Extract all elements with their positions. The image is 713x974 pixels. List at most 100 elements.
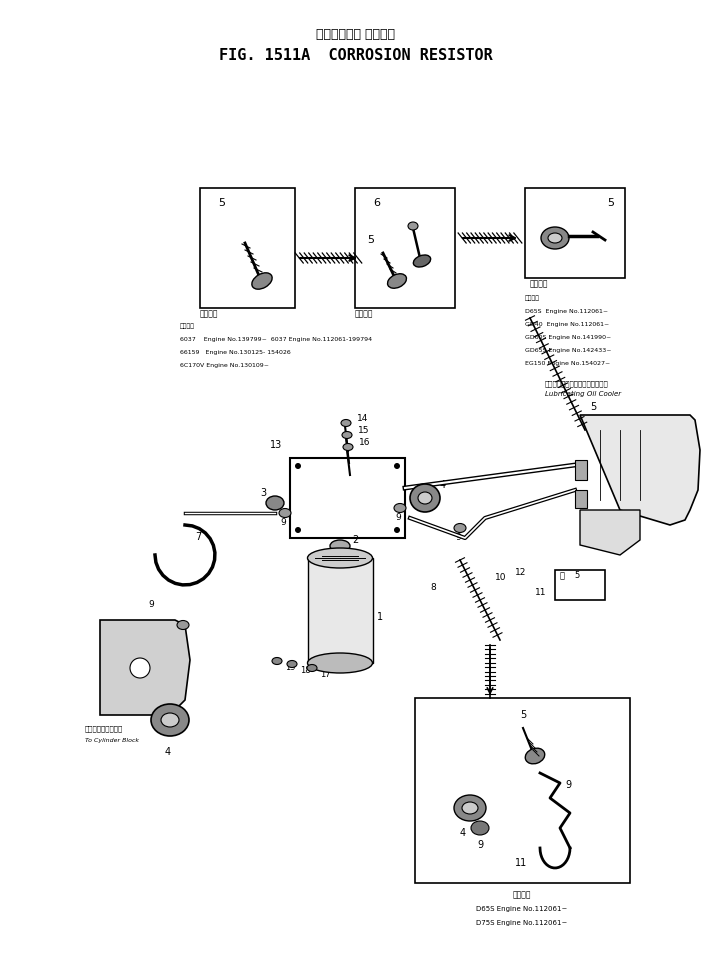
Ellipse shape bbox=[471, 821, 489, 835]
Text: 9: 9 bbox=[477, 840, 483, 850]
Text: 6037    Engine No.139799~  6037 Engine No.112061-199794: 6037 Engine No.139799~ 6037 Engine No.11… bbox=[180, 337, 372, 342]
Ellipse shape bbox=[177, 620, 189, 629]
Text: D65S Engine No.112061~: D65S Engine No.112061~ bbox=[476, 906, 568, 912]
Text: EG150 Engine No.154027~: EG150 Engine No.154027~ bbox=[525, 361, 610, 366]
Text: D75S Engine No.112061~: D75S Engine No.112061~ bbox=[476, 920, 568, 926]
Text: 5: 5 bbox=[520, 710, 526, 720]
Text: 9: 9 bbox=[565, 780, 571, 790]
Ellipse shape bbox=[454, 523, 466, 533]
Ellipse shape bbox=[525, 748, 545, 764]
Text: 4: 4 bbox=[440, 480, 446, 490]
Text: 9: 9 bbox=[395, 513, 401, 522]
Bar bbox=[555, 570, 605, 600]
Ellipse shape bbox=[272, 657, 282, 664]
Circle shape bbox=[295, 527, 301, 533]
Text: 15: 15 bbox=[358, 426, 369, 435]
Polygon shape bbox=[580, 415, 700, 525]
Ellipse shape bbox=[151, 704, 189, 736]
Ellipse shape bbox=[414, 255, 431, 267]
Ellipse shape bbox=[287, 660, 297, 667]
Bar bbox=[307, 558, 372, 663]
Text: 11: 11 bbox=[515, 858, 527, 868]
Text: 13: 13 bbox=[270, 440, 282, 450]
Text: 6C170V Engine No.130109~: 6C170V Engine No.130109~ bbox=[180, 363, 269, 368]
Text: 適用平号: 適用平号 bbox=[513, 890, 531, 899]
Text: 17: 17 bbox=[320, 670, 331, 679]
Circle shape bbox=[295, 463, 301, 469]
Circle shape bbox=[394, 463, 400, 469]
Ellipse shape bbox=[548, 233, 562, 243]
Bar bbox=[415, 698, 630, 883]
Ellipse shape bbox=[394, 504, 406, 512]
Text: 12: 12 bbox=[515, 568, 526, 577]
Text: GD65S Engine No.142433~: GD65S Engine No.142433~ bbox=[525, 348, 612, 353]
Bar bbox=[575, 460, 587, 480]
Text: 適用平号: 適用平号 bbox=[525, 295, 540, 301]
Text: 8: 8 bbox=[430, 583, 436, 592]
Text: 7: 7 bbox=[195, 532, 201, 542]
Ellipse shape bbox=[307, 653, 372, 673]
Polygon shape bbox=[580, 510, 640, 555]
Text: To Cylinder Block: To Cylinder Block bbox=[85, 738, 139, 743]
Text: 9: 9 bbox=[148, 600, 154, 609]
Text: 5: 5 bbox=[607, 198, 614, 208]
Text: GD40  Engine No.112061~: GD40 Engine No.112061~ bbox=[525, 322, 609, 327]
Text: 参: 参 bbox=[560, 571, 565, 580]
Ellipse shape bbox=[161, 713, 179, 727]
Text: 18: 18 bbox=[300, 666, 311, 675]
Ellipse shape bbox=[388, 274, 406, 288]
Text: 9: 9 bbox=[280, 518, 286, 527]
Text: 5: 5 bbox=[218, 198, 225, 208]
Ellipse shape bbox=[252, 273, 272, 289]
Text: 9: 9 bbox=[455, 533, 461, 542]
Ellipse shape bbox=[410, 484, 440, 512]
Text: 10: 10 bbox=[495, 573, 506, 582]
Ellipse shape bbox=[454, 795, 486, 821]
Ellipse shape bbox=[307, 548, 372, 568]
Text: 5: 5 bbox=[367, 235, 374, 245]
Text: 5: 5 bbox=[574, 571, 579, 580]
Ellipse shape bbox=[279, 508, 291, 517]
Text: 適用平号: 適用平号 bbox=[355, 309, 374, 318]
Text: 5: 5 bbox=[590, 402, 596, 412]
Ellipse shape bbox=[462, 802, 478, 814]
Text: 適用平号: 適用平号 bbox=[180, 323, 195, 329]
Text: 6: 6 bbox=[373, 198, 380, 208]
Text: コロージョン レジスタ: コロージョン レジスタ bbox=[317, 28, 396, 42]
Ellipse shape bbox=[343, 443, 353, 451]
Ellipse shape bbox=[342, 431, 352, 438]
Text: 4: 4 bbox=[460, 828, 466, 838]
Text: 適用平号: 適用平号 bbox=[530, 279, 548, 288]
Text: 11: 11 bbox=[535, 588, 546, 597]
Circle shape bbox=[130, 658, 150, 678]
Text: Lubricating Oil Cooler: Lubricating Oil Cooler bbox=[545, 391, 621, 397]
Ellipse shape bbox=[266, 496, 284, 510]
Ellipse shape bbox=[418, 492, 432, 504]
Polygon shape bbox=[100, 620, 190, 715]
Bar bbox=[575, 490, 587, 508]
Ellipse shape bbox=[307, 664, 317, 671]
Ellipse shape bbox=[341, 420, 351, 427]
Text: D65S  Engine No.112061~: D65S Engine No.112061~ bbox=[525, 309, 608, 314]
Ellipse shape bbox=[408, 222, 418, 230]
Bar bbox=[200, 188, 295, 308]
Text: 19: 19 bbox=[285, 663, 295, 672]
Bar bbox=[355, 188, 455, 308]
Text: シリンダブロックへ: シリンダブロックへ bbox=[85, 725, 123, 731]
Text: GD60S Engine No.141990~: GD60S Engine No.141990~ bbox=[525, 335, 611, 340]
Text: 適用平号: 適用平号 bbox=[200, 309, 218, 318]
Circle shape bbox=[394, 527, 400, 533]
Text: 66159   Engine No.130125- 154026: 66159 Engine No.130125- 154026 bbox=[180, 350, 291, 355]
Text: 4: 4 bbox=[165, 747, 171, 757]
Bar bbox=[525, 188, 625, 278]
Bar bbox=[290, 458, 405, 538]
Text: 3: 3 bbox=[260, 488, 266, 498]
Ellipse shape bbox=[330, 540, 350, 552]
Text: ルブリケーティングオイルクーラ: ルブリケーティングオイルクーラ bbox=[545, 380, 609, 387]
Ellipse shape bbox=[541, 227, 569, 249]
Text: FIG. 1511A  CORROSION RESISTOR: FIG. 1511A CORROSION RESISTOR bbox=[219, 48, 493, 62]
Text: 14: 14 bbox=[357, 414, 369, 423]
Text: 16: 16 bbox=[359, 438, 371, 447]
Text: 1: 1 bbox=[377, 612, 383, 622]
Text: 2: 2 bbox=[352, 535, 358, 545]
